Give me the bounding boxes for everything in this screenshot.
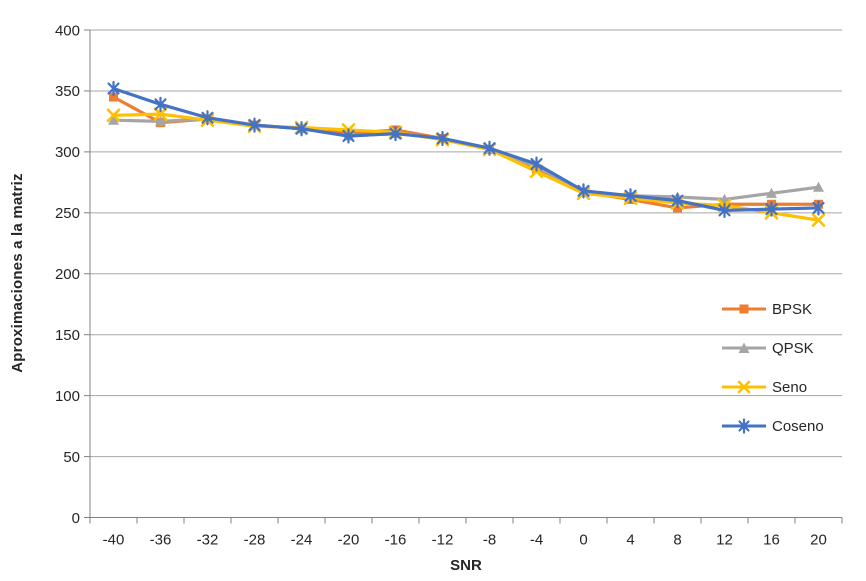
y-axis-title: Aproximaciones a la matriz [9,173,26,373]
marker-asterisk-coseno [201,110,214,126]
x-tick-label: -4 [530,532,543,549]
legend-marker-qpsk [738,342,750,353]
series-line-coseno [111,86,821,212]
marker-x-seno [811,213,826,227]
marker-x-seno [153,107,168,121]
marker-asterisk-coseno [671,193,684,209]
legend-marker-coseno [738,418,750,434]
y-tick-label: 150 [55,327,80,344]
x-tick-label: -28 [244,532,266,549]
legend-label-qpsk: QPSK [772,339,814,357]
legend-swatch-coseno [722,418,766,434]
marker-asterisk-coseno [577,183,590,199]
legend-marker-bpsk [739,304,749,314]
legend-item-seno: Seno [721,377,824,397]
x-tick-label: -20 [338,532,360,549]
series-line-seno [111,112,821,222]
marker-triangle-qpsk [813,181,824,192]
marker-asterisk-coseno [530,156,543,172]
marker-asterisk-coseno [812,200,825,216]
marker-asterisk-coseno [436,130,449,147]
y-tick-label: 250 [55,205,80,222]
x-tick-label: -8 [483,532,496,549]
legend-swatch-qpsk [722,342,766,353]
marker-asterisk-coseno [718,202,731,218]
marker-asterisk-coseno [765,201,778,217]
marker-asterisk-coseno [248,117,261,133]
y-tick-label: 50 [63,449,80,466]
legend-swatch-seno [722,380,766,394]
legend-label-seno: Seno [772,378,808,396]
marker-triangle-qpsk [108,114,119,125]
legend-item-bpsk: BPSK [721,299,824,319]
x-tick-label: -24 [291,532,313,549]
series-line-qpsk [111,117,821,202]
x-tick-label: 8 [673,532,681,549]
marker-asterisk-coseno [295,121,308,137]
marker-asterisk-coseno [342,128,355,144]
y-tick-label: 300 [55,144,80,161]
x-tick-label: -36 [150,532,172,549]
x-tick-label: 12 [716,532,733,549]
y-tick-label: 400 [55,22,80,39]
marker-asterisk-coseno [389,125,402,142]
legend-swatch-bpsk [722,304,766,314]
x-tick-label: -40 [103,532,125,549]
marker-x-seno [106,108,121,123]
x-axis-title: SNR [450,557,482,574]
marker-square-bpsk [109,92,118,102]
legend: BPSK QPSK Seno Coseno [721,299,824,455]
legend-marker-seno [737,380,751,394]
x-tick-label: 20 [810,532,827,549]
legend-item-qpsk: QPSK [721,338,824,358]
y-tick-label: 200 [55,266,80,283]
y-tick-label: 100 [55,388,80,405]
marker-asterisk-coseno [107,80,120,97]
y-tick-label: 350 [55,83,80,100]
marker-asterisk-coseno [483,140,496,156]
marker-asterisk-coseno [154,96,167,112]
y-tick-label: 0 [72,510,80,527]
x-tick-label: 0 [579,532,587,549]
series-line-bpsk [111,95,821,210]
x-tick-label: -16 [385,532,407,549]
marker-triangle-qpsk [766,187,777,198]
marker-triangle-qpsk [155,115,166,126]
legend-label-bpsk: BPSK [772,300,813,318]
x-tick-label: 4 [626,532,634,549]
legend-label-coseno: Coseno [772,417,824,435]
x-tick-label: 16 [763,532,780,549]
x-tick-label: -32 [197,532,219,549]
x-tick-label: -12 [432,532,454,549]
legend-item-coseno: Coseno [721,416,824,436]
marker-asterisk-coseno [624,188,637,204]
